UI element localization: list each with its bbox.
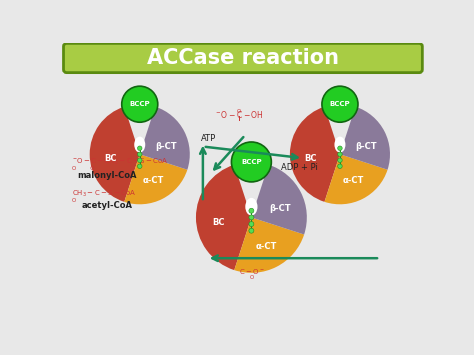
Text: ACCase reaction: ACCase reaction (147, 48, 339, 68)
Circle shape (337, 146, 342, 151)
Circle shape (137, 146, 142, 151)
Circle shape (337, 158, 342, 163)
Wedge shape (234, 217, 304, 273)
Text: $\mathrm{CH_3-C-S-CoA}$: $\mathrm{CH_3-C-S-CoA}$ (72, 189, 137, 200)
Ellipse shape (335, 137, 346, 153)
Wedge shape (290, 106, 340, 202)
Wedge shape (90, 106, 140, 202)
Circle shape (337, 152, 342, 157)
Wedge shape (246, 202, 256, 217)
Text: O        O: O O (72, 166, 94, 171)
Circle shape (231, 142, 271, 182)
Text: $^{-}\mathrm{O-C-CH_2-C-S-CoA}$: $^{-}\mathrm{O-C-CH_2-C-S-CoA}$ (72, 157, 168, 167)
Circle shape (137, 158, 142, 163)
Wedge shape (135, 143, 145, 154)
Text: β-CT: β-CT (155, 142, 177, 151)
Circle shape (337, 164, 342, 169)
Text: BCCP: BCCP (129, 101, 150, 107)
Text: malonyl-CoA: malonyl-CoA (77, 170, 137, 180)
Text: BC: BC (212, 218, 225, 226)
Text: $^-\mathrm{O}-\mathrm{C}-\mathrm{OH}$: $^-\mathrm{O}-\mathrm{C}-\mathrm{OH}$ (214, 109, 264, 120)
Text: $\mathrm{C-O^-}$: $\mathrm{C-O^-}$ (238, 267, 264, 276)
Wedge shape (336, 140, 344, 154)
Text: ATP: ATP (201, 134, 217, 143)
Text: β-CT: β-CT (270, 204, 292, 213)
Text: acetyl-CoA: acetyl-CoA (81, 201, 132, 211)
Ellipse shape (246, 198, 257, 215)
Circle shape (249, 215, 254, 220)
Wedge shape (325, 154, 388, 204)
Circle shape (137, 164, 142, 169)
Text: α-CT: α-CT (342, 176, 364, 185)
Text: BCCP: BCCP (329, 101, 350, 107)
Text: O: O (249, 275, 254, 280)
Wedge shape (251, 165, 307, 235)
Wedge shape (136, 140, 144, 154)
Ellipse shape (134, 137, 145, 153)
Circle shape (137, 152, 142, 157)
Text: BC: BC (304, 154, 317, 163)
Text: O: O (237, 109, 241, 114)
Circle shape (249, 222, 254, 226)
Text: β-CT: β-CT (356, 142, 377, 151)
FancyBboxPatch shape (64, 43, 422, 73)
Circle shape (322, 86, 358, 122)
Text: α-CT: α-CT (255, 241, 277, 251)
Text: ADP + Pi: ADP + Pi (281, 163, 318, 172)
Circle shape (249, 228, 254, 233)
Circle shape (122, 86, 158, 122)
Text: BCCP: BCCP (241, 159, 262, 165)
Wedge shape (335, 143, 345, 154)
Wedge shape (140, 106, 190, 170)
Text: BC: BC (104, 154, 116, 163)
Text: O: O (72, 198, 76, 203)
Wedge shape (246, 205, 257, 217)
Wedge shape (124, 154, 187, 204)
Circle shape (249, 208, 254, 213)
Text: α-CT: α-CT (142, 176, 164, 185)
Wedge shape (196, 165, 251, 270)
Wedge shape (340, 106, 390, 170)
